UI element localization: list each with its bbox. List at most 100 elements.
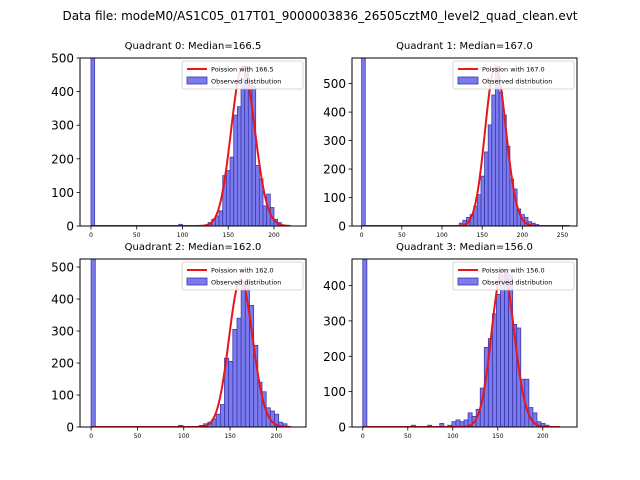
x-tick-label: 150 bbox=[223, 232, 235, 239]
x-tick-label: 50 bbox=[134, 433, 142, 440]
histogram-bar bbox=[232, 328, 238, 427]
y-tick-label: 200 bbox=[51, 357, 74, 371]
x-tick-label: 100 bbox=[177, 232, 189, 239]
histogram-bar bbox=[274, 413, 280, 427]
y-tick-label: 100 bbox=[323, 191, 346, 205]
x-tick-label: 50 bbox=[398, 232, 406, 239]
y-tick-label: 500 bbox=[51, 261, 74, 275]
legend-bar-swatch bbox=[457, 277, 479, 286]
x-tick-label: 200 bbox=[271, 433, 283, 440]
x-tick-label: 250 bbox=[557, 232, 569, 239]
y-tick-label: 500 bbox=[51, 52, 74, 66]
y-tick-label: 400 bbox=[323, 279, 346, 293]
histogram-bar bbox=[495, 66, 500, 226]
histogram-bar bbox=[215, 413, 221, 427]
x-tick-label: 50 bbox=[404, 433, 412, 440]
y-tick-label: 100 bbox=[323, 385, 346, 399]
y-tick-label: 300 bbox=[323, 134, 346, 148]
legend-box bbox=[181, 261, 304, 291]
x-tick-label: 100 bbox=[436, 232, 448, 239]
histogram-bar bbox=[219, 404, 225, 427]
x-tick-label: 0 bbox=[89, 232, 93, 239]
histogram-bar bbox=[228, 360, 234, 427]
legend-label-observed: Observed distribution bbox=[482, 78, 552, 86]
axes-frame bbox=[351, 258, 578, 428]
axes-frame bbox=[79, 57, 307, 227]
histogram-bar bbox=[491, 94, 496, 226]
x-tick-label: 0 bbox=[361, 433, 365, 440]
axes-frame bbox=[79, 258, 307, 428]
histogram-bar bbox=[90, 58, 96, 226]
histogram-bar bbox=[480, 175, 485, 226]
histogram-bar bbox=[236, 317, 242, 427]
y-tick-label: 0 bbox=[66, 421, 74, 435]
x-tick-label: 100 bbox=[447, 433, 459, 440]
x-tick-label: 0 bbox=[89, 433, 93, 440]
histogram-bar bbox=[236, 106, 242, 226]
y-tick-label: 0 bbox=[338, 421, 346, 435]
histogram-bar bbox=[233, 114, 238, 226]
histogram-bar bbox=[255, 165, 260, 226]
legend-label-poisson: Poission with 167.0 bbox=[482, 66, 545, 74]
histogram-bar bbox=[476, 194, 482, 226]
legend-box bbox=[181, 60, 304, 90]
y-tick-label: 500 bbox=[323, 77, 346, 91]
subplot-quadrant-0: Quadrant 0: Median=166.5 0 50 100 150 200 0 100… bbox=[51, 41, 307, 239]
legend: Poission with 166.5 Observed distribution bbox=[181, 60, 304, 90]
y-tick-label: 100 bbox=[51, 186, 74, 200]
legend: Poission with 156.0 Observed distribution bbox=[452, 261, 575, 291]
histogram-bar bbox=[244, 66, 249, 226]
subplot-quadrant-2: Quadrant 2: Median=162.0 0 50 100 150 200 0 100… bbox=[51, 242, 307, 440]
y-tick-label: 200 bbox=[323, 350, 346, 364]
legend: Poission with 167.0 Observed distribution bbox=[452, 60, 575, 90]
legend-label-observed: Observed distribution bbox=[211, 279, 281, 287]
legend-bar-swatch bbox=[186, 277, 208, 286]
x-tick-label: 200 bbox=[268, 232, 280, 239]
histogram-bar bbox=[491, 313, 497, 427]
histogram-bar bbox=[218, 210, 224, 226]
x-tick-label: 200 bbox=[537, 433, 549, 440]
x-tick-label: 0 bbox=[360, 232, 364, 239]
histogram-bar bbox=[262, 205, 268, 226]
histogram-bar bbox=[455, 419, 461, 427]
histogram-bar bbox=[500, 274, 505, 427]
y-tick-label: 400 bbox=[323, 106, 346, 120]
y-tick-label: 200 bbox=[51, 152, 74, 166]
legend: Poission with 162.0 Observed distribution bbox=[181, 261, 304, 291]
y-tick-label: 100 bbox=[51, 389, 74, 403]
legend-bar-swatch bbox=[457, 76, 479, 85]
histogram-bar bbox=[225, 170, 231, 226]
subplot-quadrant-3: Quadrant 3: Median=156.0 0 50 100 150 200 0 100… bbox=[323, 242, 578, 440]
subplot-title: Quadrant 0: Median=166.5 bbox=[125, 41, 262, 52]
legend-label-observed: Observed distribution bbox=[211, 78, 281, 86]
histogram-bar bbox=[496, 293, 501, 427]
subplot-quadrant-1: Quadrant 1: Median=167.0 0 50 100 150 200 250 0… bbox=[323, 41, 578, 239]
x-tick-label: 100 bbox=[178, 433, 190, 440]
histogram-bar bbox=[487, 124, 493, 226]
legend-bar-swatch bbox=[186, 76, 208, 85]
y-tick-label: 0 bbox=[338, 220, 346, 234]
histogram-bar bbox=[484, 151, 489, 226]
y-tick-label: 400 bbox=[51, 85, 74, 99]
subplot-grid: Quadrant 0: Median=166.5 0 50 100 150 200 0 100… bbox=[51, 41, 578, 440]
subplot-title: Quadrant 1: Median=167.0 bbox=[396, 41, 533, 52]
legend-label-poisson: Poission with 162.0 bbox=[211, 267, 274, 275]
legend-label-poisson: Poission with 156.0 bbox=[482, 267, 545, 275]
poisson-curve bbox=[90, 65, 291, 226]
subplot-title: Quadrant 3: Median=156.0 bbox=[396, 242, 533, 253]
histogram-bar bbox=[229, 156, 235, 226]
y-tick-label: 400 bbox=[51, 293, 74, 307]
histogram-bar bbox=[361, 58, 366, 226]
legend-label-poisson: Poission with 166.5 bbox=[211, 66, 274, 74]
x-tick-label: 200 bbox=[517, 232, 529, 239]
histogram-bar bbox=[498, 91, 504, 226]
y-tick-label: 300 bbox=[51, 325, 74, 339]
histogram-bar bbox=[90, 259, 96, 427]
x-tick-label: 50 bbox=[133, 232, 141, 239]
x-tick-label: 150 bbox=[492, 433, 504, 440]
y-tick-label: 0 bbox=[66, 220, 74, 234]
histogram-bar bbox=[240, 77, 246, 226]
y-tick-label: 300 bbox=[51, 119, 74, 133]
legend-box bbox=[452, 60, 575, 90]
